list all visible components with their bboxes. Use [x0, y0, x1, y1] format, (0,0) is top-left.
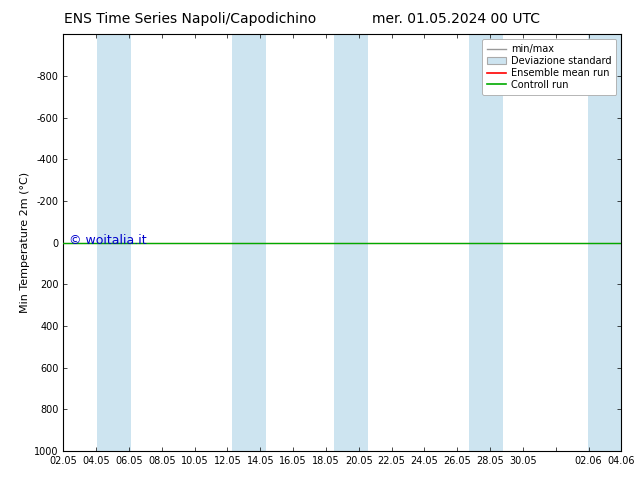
Text: mer. 01.05.2024 00 UTC: mer. 01.05.2024 00 UTC	[373, 12, 540, 26]
Bar	[334, 34, 368, 451]
Bar	[233, 34, 266, 451]
Legend: min/max, Deviazione standard, Ensemble mean run, Controll run: min/max, Deviazione standard, Ensemble m…	[482, 39, 616, 95]
Y-axis label: Min Temperature 2m (°C): Min Temperature 2m (°C)	[20, 172, 30, 313]
Text: © woitalia.it: © woitalia.it	[69, 234, 146, 247]
Bar	[588, 34, 621, 451]
Text: ENS Time Series Napoli/Capodichino: ENS Time Series Napoli/Capodichino	[64, 12, 316, 26]
Bar	[97, 34, 131, 451]
Bar	[469, 34, 503, 451]
